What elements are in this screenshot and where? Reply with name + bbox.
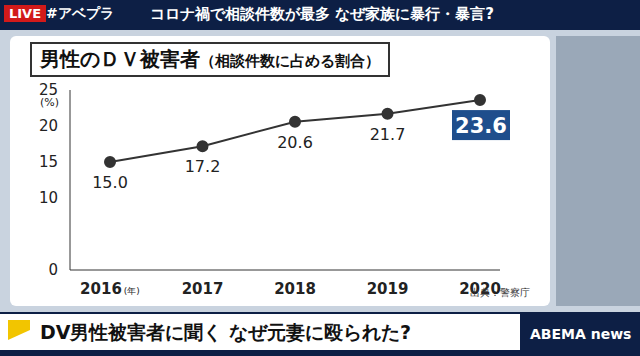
svg-text:10: 10 — [39, 189, 58, 207]
html-text:出典：警察庁: 出典：警察庁 — [470, 287, 530, 298]
svg-text:2016(年): 2016(年) — [80, 280, 140, 298]
svg-text:2019: 2019 — [367, 280, 409, 298]
svg-text:25: 25 — [39, 81, 58, 99]
svg-text:0: 0 — [48, 261, 58, 279]
svg-text:21.7: 21.7 — [370, 125, 406, 144]
html-text:ABEMA news: ABEMA news — [530, 326, 632, 342]
html-text:DV男性被害者に聞く なぜ元妻に殴られた?: DV男性被害者に聞く なぜ元妻に殴られた? — [40, 321, 412, 343]
svg-text:23.6: 23.6 — [455, 114, 507, 138]
svg-text:15: 15 — [39, 153, 58, 171]
svg-text:20.6: 20.6 — [277, 133, 313, 152]
svg-text:2018: 2018 — [274, 280, 316, 298]
svg-text:2017: 2017 — [182, 280, 224, 298]
html-text:LIVE #アベプラ: LIVE #アベプラ — [9, 5, 114, 21]
svg-text:20: 20 — [39, 117, 58, 135]
html-text:コロナ禍で相談件数が最多 なぜ家族に暴行・暴言?: コロナ禍で相談件数が最多 なぜ家族に暴行・暴言? — [150, 5, 494, 23]
svg-text:17.2: 17.2 — [185, 157, 221, 176]
svg-text:15.0: 15.0 — [92, 173, 128, 192]
html-text:男性のＤＶ被害者（相談件数に占める割合）: 男性のＤＶ被害者（相談件数に占める割合） — [40, 47, 380, 71]
